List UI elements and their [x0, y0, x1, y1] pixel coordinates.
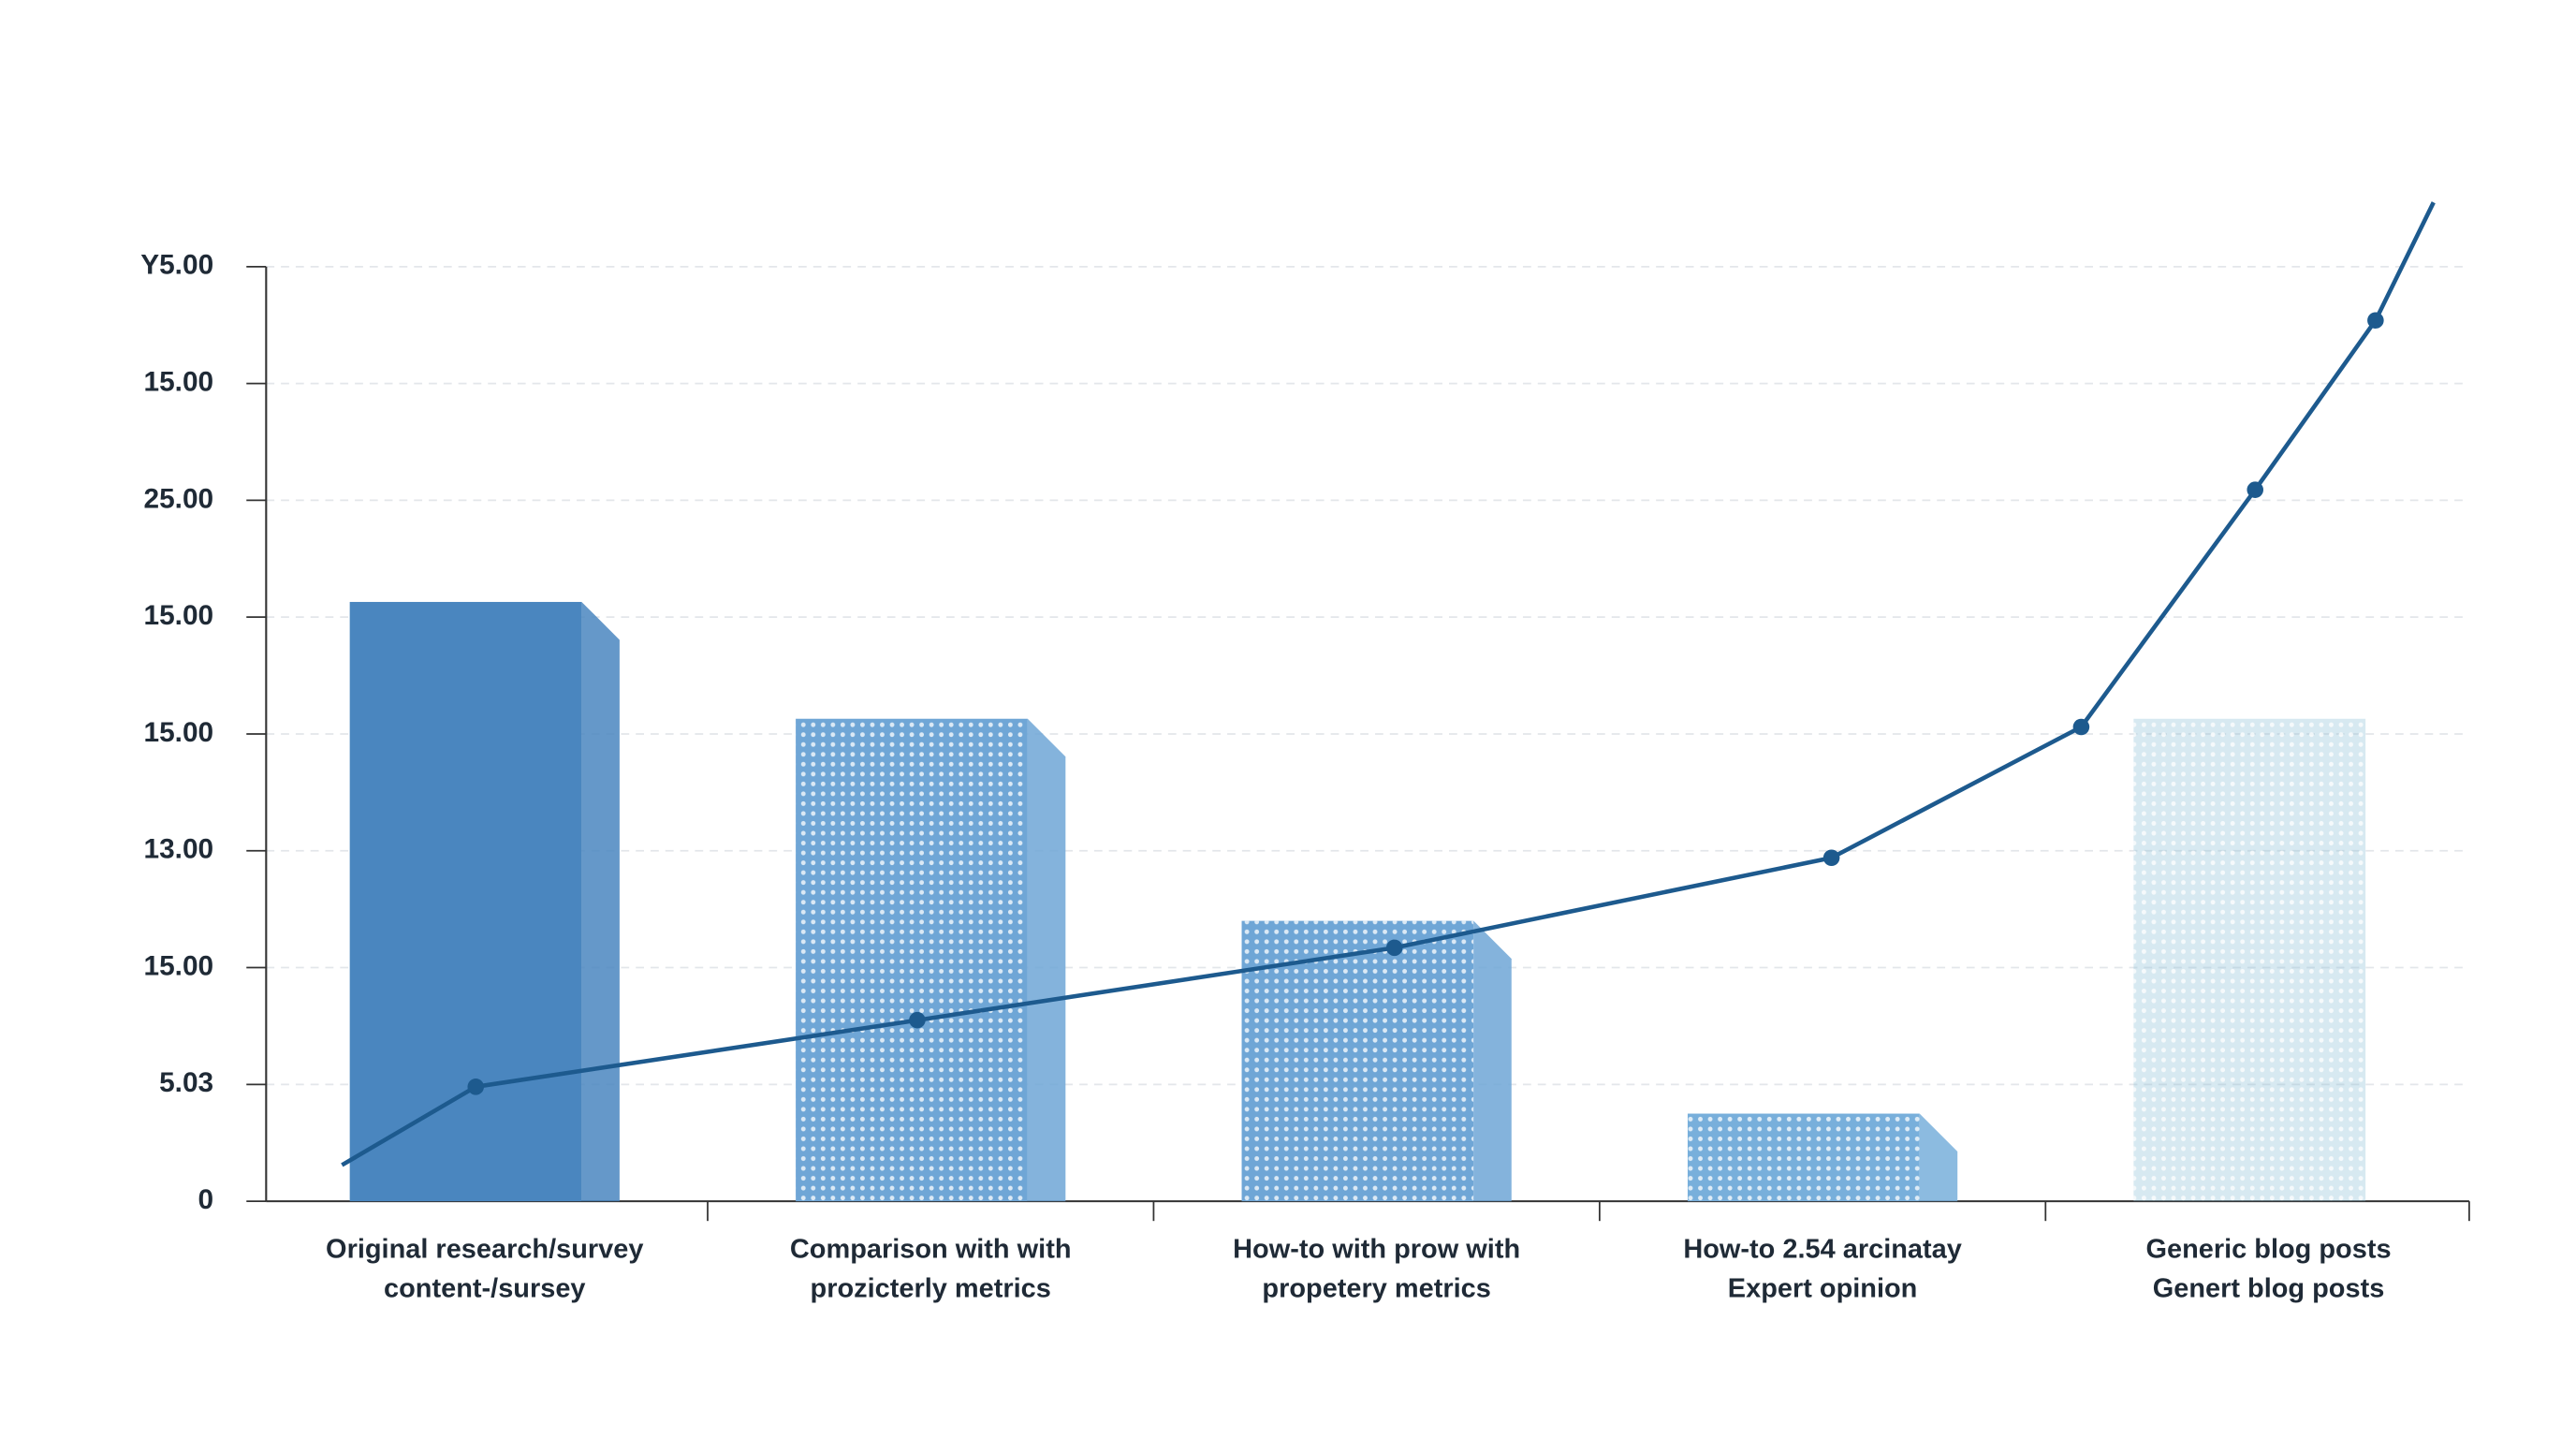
x-tick-label: content-/sursey	[384, 1274, 585, 1304]
x-tick-label: Expert opinion	[1728, 1274, 1918, 1304]
bar-texture	[796, 718, 1028, 1202]
bar-texture	[1241, 920, 1474, 1202]
bar-side	[1027, 718, 1066, 1202]
line-point	[2367, 312, 2384, 329]
line-point	[467, 1078, 485, 1095]
line-point	[2247, 481, 2264, 498]
bar-texture	[2133, 718, 2366, 1202]
y-tick-label: 13.00	[144, 834, 214, 865]
bar-side	[581, 601, 620, 1202]
y-tick-label: 25.00	[144, 483, 214, 514]
line-point	[1385, 939, 1403, 957]
x-tick-label: prozicterly metrics	[811, 1274, 1051, 1304]
y-tick-label: 15.00	[144, 600, 214, 631]
x-tick-label: How-to 2.54 arcinatay	[1683, 1234, 1962, 1264]
y-tick-label: 15.00	[144, 950, 214, 981]
y-tick-label: Y5.00	[140, 250, 213, 281]
line-point	[2072, 718, 2090, 736]
y-tick-label: 5.03	[159, 1067, 213, 1098]
line-point	[909, 1011, 926, 1029]
x-tick-label: How-to with prow with	[1233, 1234, 1520, 1264]
bar-side	[1473, 920, 1512, 1202]
y-tick-label: 0	[198, 1184, 214, 1215]
line-point	[1822, 849, 1840, 867]
x-tick-label: Original research/survey	[326, 1234, 643, 1264]
bar-texture	[1687, 1113, 1920, 1202]
bar	[349, 601, 582, 1202]
x-tick-label: Generic blog posts	[2145, 1234, 2391, 1264]
bar-side	[1919, 1113, 1958, 1202]
y-tick-label: 15.00	[144, 366, 214, 397]
y-tick-label: 15.00	[144, 717, 214, 748]
x-tick-label: Genert blog posts	[2153, 1274, 2385, 1304]
x-tick-label: propetery metrics	[1262, 1274, 1490, 1304]
x-tick-label: Comparison with with	[790, 1234, 1072, 1264]
